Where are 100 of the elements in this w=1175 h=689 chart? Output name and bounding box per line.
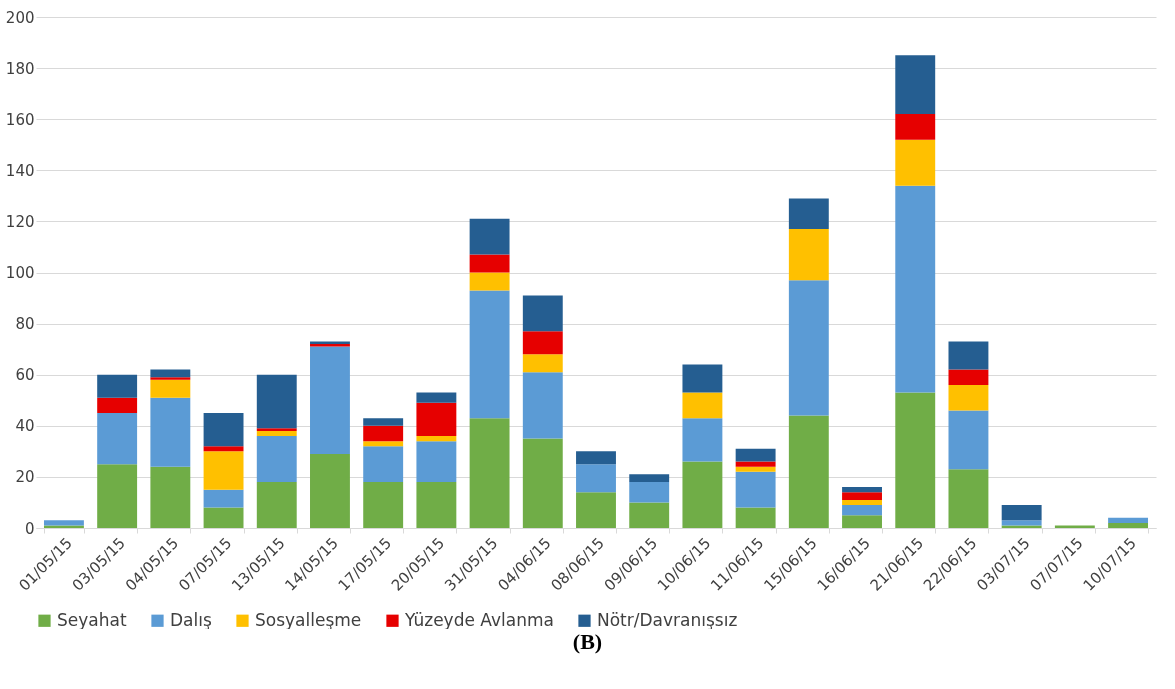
legend-label: Seyahat	[57, 609, 127, 630]
bar	[469, 290, 510, 419]
bar	[895, 55, 936, 115]
bar	[895, 139, 936, 186]
bar	[735, 507, 776, 528]
bar	[788, 280, 829, 416]
bar	[416, 402, 457, 437]
bar	[842, 499, 882, 506]
bar	[522, 331, 563, 355]
bar	[43, 520, 84, 526]
y-tick-label: 100	[5, 264, 35, 282]
bar	[97, 397, 138, 414]
bar	[735, 471, 776, 508]
y-tick-label: 160	[5, 110, 35, 129]
bar	[842, 492, 882, 500]
bar	[310, 453, 350, 528]
bar	[256, 374, 297, 429]
bar	[256, 428, 297, 431]
bar	[97, 413, 138, 465]
bar	[1108, 517, 1149, 523]
bar	[203, 446, 244, 452]
legend-label: Nötr/Davranışsız	[597, 609, 738, 630]
bar	[363, 441, 404, 447]
bar	[203, 413, 244, 447]
bar	[97, 464, 138, 528]
bar	[310, 346, 350, 454]
bar	[150, 377, 191, 380]
bar	[735, 448, 776, 462]
bar	[150, 379, 191, 398]
text: (B)	[571, 629, 604, 655]
bar	[203, 451, 244, 490]
bar	[256, 430, 297, 437]
bar	[363, 482, 404, 528]
bar	[948, 384, 989, 411]
bar	[682, 418, 723, 462]
bar	[203, 489, 244, 508]
bar	[522, 438, 563, 528]
y-tick-label: 180	[5, 59, 35, 78]
y-tick-label: 80	[15, 315, 35, 334]
bar	[150, 369, 191, 378]
bar	[629, 482, 670, 503]
bar	[735, 466, 776, 472]
bar	[522, 354, 563, 373]
bar	[576, 464, 616, 493]
legend-label: Sosyalleşme	[255, 609, 362, 630]
bar	[788, 415, 829, 528]
bar	[363, 418, 404, 426]
bar	[842, 487, 882, 493]
bar	[150, 397, 191, 467]
bar	[1054, 525, 1095, 528]
bar	[948, 469, 989, 528]
bar	[895, 114, 936, 140]
bar	[576, 451, 616, 465]
bar	[895, 185, 936, 393]
bar	[203, 507, 244, 528]
legend-label: Yüzeyde Avlanma	[404, 609, 554, 630]
y-tick-label: 0	[24, 519, 35, 538]
bar	[416, 482, 457, 528]
y-tick-label: 60	[15, 366, 35, 385]
bar	[256, 482, 297, 528]
bar	[1108, 522, 1149, 528]
bar	[416, 392, 457, 403]
bar	[522, 372, 563, 439]
bar	[948, 369, 989, 385]
y-tick-label: 140	[5, 161, 35, 180]
bar	[150, 466, 191, 528]
bar	[576, 492, 616, 528]
bar	[629, 474, 670, 483]
bar	[682, 461, 723, 528]
bar	[469, 418, 510, 528]
bar	[1001, 525, 1042, 528]
bar	[469, 218, 510, 255]
bar	[97, 374, 138, 398]
bar	[416, 441, 457, 483]
y-tick-label: 200	[5, 8, 35, 27]
y-tick-label: 40	[15, 417, 35, 436]
bar	[522, 295, 563, 332]
bar	[735, 461, 776, 467]
y-tick-label: 20	[15, 468, 35, 487]
bar	[416, 436, 457, 442]
bar	[363, 446, 404, 483]
bar	[682, 364, 723, 393]
y-tick-label: 120	[5, 212, 35, 231]
bar	[1001, 520, 1042, 526]
bar	[43, 525, 84, 528]
bar	[948, 410, 989, 470]
bar	[469, 254, 510, 273]
bar	[256, 436, 297, 483]
bar	[629, 502, 670, 528]
bar	[788, 229, 829, 281]
bar	[469, 272, 510, 291]
bar	[842, 505, 882, 516]
bar	[948, 341, 989, 370]
bar	[682, 392, 723, 419]
bar	[1001, 505, 1042, 521]
bar	[788, 198, 829, 230]
bar	[895, 392, 936, 528]
bar	[842, 515, 882, 528]
bar	[363, 425, 404, 442]
legend-label: Dalış	[170, 609, 212, 630]
